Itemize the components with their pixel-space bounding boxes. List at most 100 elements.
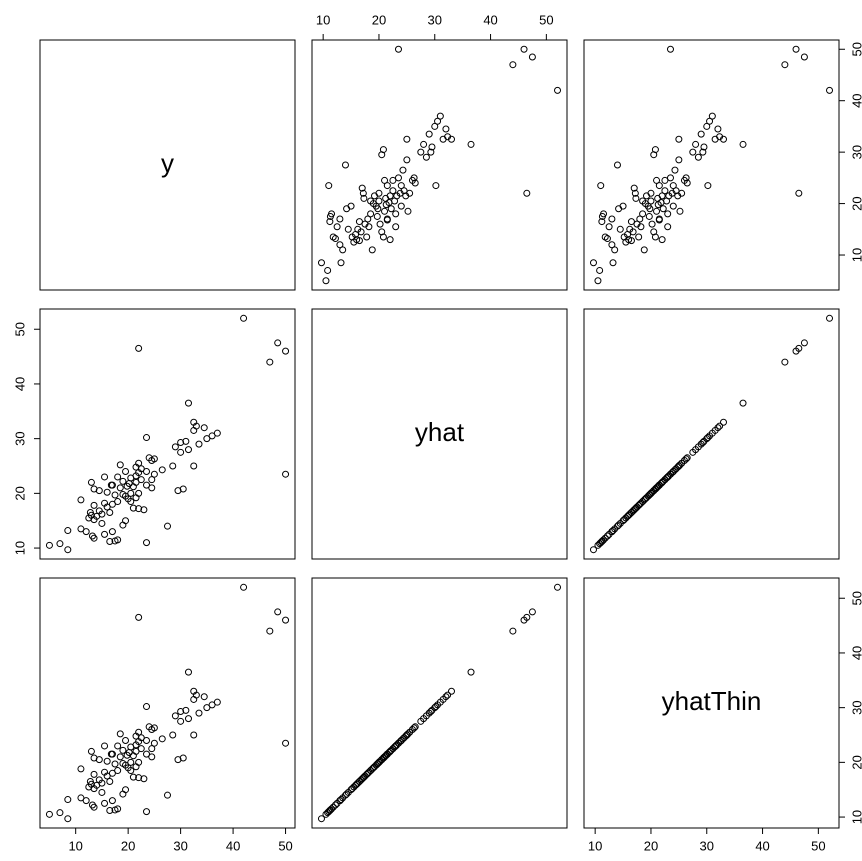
point (129, 504, 137, 512)
point (385, 749, 393, 757)
point (689, 148, 697, 156)
point (661, 176, 669, 184)
point (655, 481, 663, 489)
panel-frame (39, 39, 296, 291)
point (77, 794, 85, 802)
point (148, 745, 156, 753)
point (603, 532, 611, 540)
point (111, 760, 119, 768)
point (86, 509, 94, 517)
point (106, 778, 114, 786)
point (379, 754, 387, 762)
point (739, 399, 747, 407)
point (326, 218, 334, 226)
point (647, 197, 655, 205)
point (397, 202, 405, 210)
point (98, 519, 106, 527)
point (601, 534, 609, 542)
point (45, 541, 53, 549)
point (669, 202, 677, 210)
point (386, 192, 394, 200)
point (374, 205, 382, 213)
point (114, 536, 122, 544)
point (177, 707, 185, 715)
point (661, 187, 669, 195)
y-tick-label: 30 (12, 431, 27, 445)
point (179, 485, 187, 493)
point (432, 703, 440, 711)
point (367, 767, 375, 775)
point (364, 215, 372, 223)
point (600, 210, 608, 218)
point (360, 194, 368, 202)
point (447, 687, 455, 695)
point (704, 182, 712, 190)
point (655, 216, 663, 224)
point (171, 712, 179, 720)
point (114, 767, 122, 775)
point (632, 194, 640, 202)
y-tick-label: 50 (849, 42, 862, 56)
point (143, 736, 151, 744)
point (410, 174, 418, 182)
point (657, 480, 665, 488)
point (619, 202, 627, 210)
point (640, 496, 648, 504)
point (425, 130, 433, 138)
point (368, 765, 376, 773)
point (594, 277, 602, 285)
point (645, 212, 653, 220)
point (169, 731, 177, 739)
point (158, 735, 166, 743)
point (676, 207, 684, 215)
point (627, 509, 635, 517)
point (624, 512, 632, 520)
point (135, 459, 143, 467)
point (608, 215, 616, 223)
point (213, 698, 221, 706)
point (274, 339, 282, 347)
point (391, 743, 399, 751)
point (200, 424, 208, 432)
point (122, 467, 130, 475)
point (700, 143, 708, 151)
point (135, 613, 143, 621)
panel-frame (311, 308, 568, 560)
point (98, 788, 106, 796)
point (647, 189, 655, 197)
point (365, 223, 373, 231)
point (637, 223, 645, 231)
point (664, 210, 672, 218)
point (608, 528, 616, 536)
point (114, 805, 122, 813)
point (386, 236, 394, 244)
point (344, 788, 352, 796)
point (119, 490, 127, 498)
point (436, 112, 444, 120)
point (328, 210, 336, 218)
point (611, 246, 619, 254)
point (706, 117, 714, 125)
point (410, 724, 418, 732)
point (135, 344, 143, 352)
point (666, 174, 674, 182)
point (184, 668, 192, 676)
point (148, 484, 156, 492)
variable-label: yhat (415, 417, 465, 447)
point (325, 182, 333, 190)
point (368, 246, 376, 254)
point (127, 498, 135, 506)
point (520, 45, 528, 53)
point (103, 757, 111, 765)
point (651, 146, 659, 154)
point (635, 233, 643, 241)
point (328, 805, 336, 813)
point (392, 210, 400, 218)
point (387, 205, 395, 213)
point (45, 810, 53, 818)
point (145, 723, 153, 731)
point (675, 156, 683, 164)
point (344, 225, 352, 233)
point (190, 731, 198, 739)
point (714, 424, 722, 432)
